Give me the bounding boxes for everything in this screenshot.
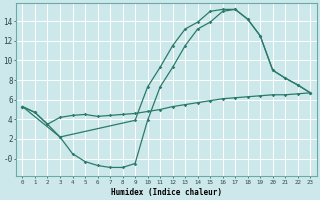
- X-axis label: Humidex (Indice chaleur): Humidex (Indice chaleur): [111, 188, 222, 197]
